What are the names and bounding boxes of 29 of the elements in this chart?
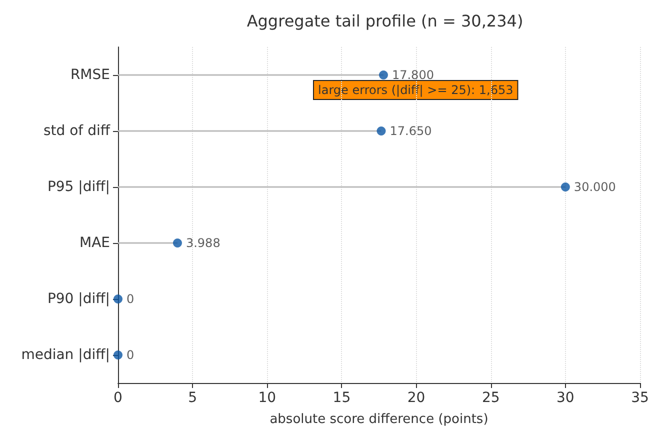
- x-tick-label: 25: [482, 390, 500, 406]
- x-tick-label: 35: [631, 390, 649, 406]
- y-tick-label: RMSE: [70, 67, 110, 83]
- y-tick-label: MAE: [79, 235, 110, 251]
- data-label: 0: [126, 348, 134, 362]
- point: [376, 126, 386, 136]
- x-tick-label: 5: [188, 390, 198, 406]
- annotation: large errors (|diff| >= 25): 1,653: [318, 83, 514, 97]
- y-tick-label: P90 |diff|: [47, 291, 110, 307]
- x-axis-title: absolute score difference (points): [270, 412, 488, 427]
- x-tick-label: 15: [332, 390, 351, 406]
- chart-title: Aggregate tail profile (n = 30,234): [246, 12, 524, 30]
- point: [114, 350, 122, 360]
- x-tick-label: 0: [114, 390, 122, 406]
- point: [560, 182, 570, 192]
- data-label: 3.988: [186, 236, 220, 250]
- x-tick-label: 20: [407, 390, 426, 406]
- y-tick-label: P95 |diff|: [47, 179, 110, 195]
- data-label: 0: [126, 292, 134, 306]
- data-label: 17.650: [390, 124, 432, 138]
- x-tick-label: 10: [258, 390, 276, 406]
- data-label: 30.000: [574, 180, 616, 194]
- x-tick-label: 30: [556, 390, 574, 406]
- y-tick-label: median |diff|: [21, 347, 110, 363]
- point: [114, 294, 122, 304]
- point: [378, 70, 388, 80]
- data-label: 17.800: [392, 68, 434, 82]
- point: [172, 238, 182, 248]
- y-tick-label: std of diff: [44, 123, 110, 139]
